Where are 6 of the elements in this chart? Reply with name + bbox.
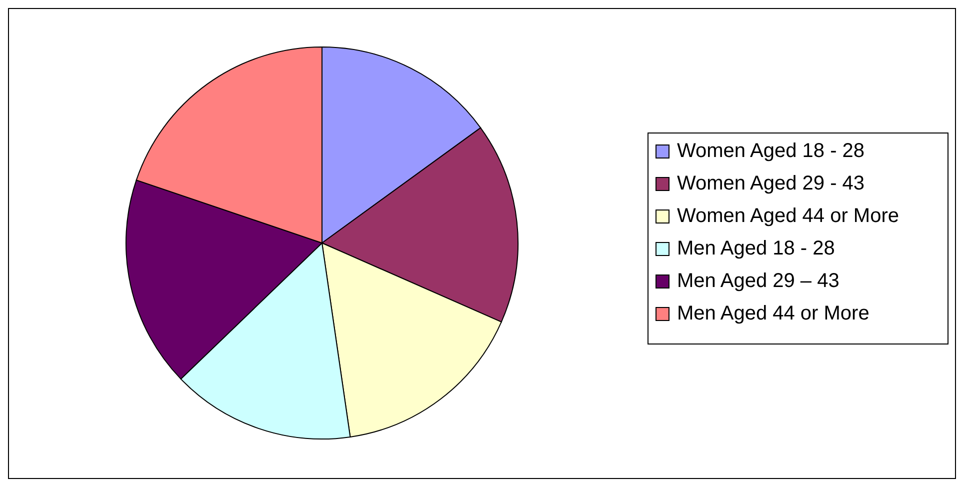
legend-label: Women Aged 18 - 28 (677, 140, 865, 162)
legend-label: Men Aged 18 - 28 (677, 238, 835, 260)
legend-label: Men Aged 44 or More (677, 302, 870, 324)
legend-label: Women Aged 29 - 43 (677, 172, 865, 194)
legend-label: Men Aged 29 – 43 (677, 270, 840, 292)
legend-label: Women Aged 44 or More (677, 205, 899, 227)
